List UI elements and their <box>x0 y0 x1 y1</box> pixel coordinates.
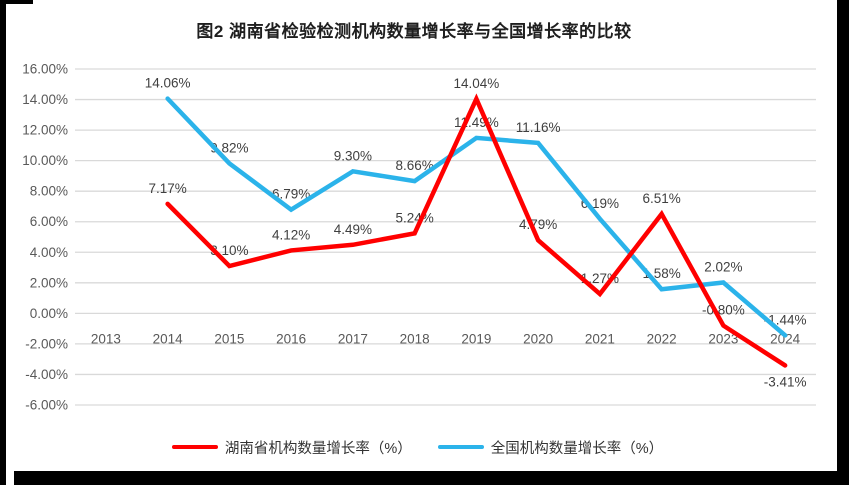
y-tick-label: 2.00% <box>30 275 68 290</box>
x-tick-label: 2017 <box>338 331 368 346</box>
data-label: 4.12% <box>272 227 310 242</box>
border-fragment-right <box>837 0 849 485</box>
data-label: 6.51% <box>642 191 680 206</box>
series-line <box>165 96 788 338</box>
data-label: 7.17% <box>148 181 186 196</box>
data-label: 14.04% <box>453 76 499 91</box>
y-tick-label: 8.00% <box>30 184 68 199</box>
x-tick-label: 2020 <box>523 331 553 346</box>
data-label: 4.49% <box>334 222 372 237</box>
national-line-swatch <box>437 445 484 449</box>
national-legend-label: 全国机构数量增长率（%） <box>490 440 664 457</box>
data-label: 8.66% <box>395 158 433 173</box>
data-label: 4.79% <box>519 217 557 232</box>
y-tick-label: 16.00% <box>22 62 68 77</box>
data-label: -3.41% <box>764 374 807 389</box>
x-tick-label: 2014 <box>153 331 184 346</box>
y-tick-label: 14.00% <box>22 92 68 107</box>
legend-item-hunan: 湖南省机构数量增长率（%） <box>171 437 412 458</box>
border-fragment-left <box>0 0 6 485</box>
chart-title: 图2 湖南省检验检测机构数量增长率与全国增长率的比较 <box>196 22 632 41</box>
border-fragment-bottom <box>14 471 849 485</box>
x-tick-label: 2021 <box>585 331 615 346</box>
y-tick-label: 12.00% <box>22 123 68 138</box>
y-tick-label: 0.00% <box>30 306 68 321</box>
y-tick-label: -4.00% <box>25 367 68 382</box>
chart-legend: 湖南省机构数量增长率（%） 全国机构数量增长率（%） <box>0 433 835 461</box>
data-label: 11.49% <box>454 115 499 130</box>
data-label: 11.16% <box>516 120 561 135</box>
y-tick-label: 4.00% <box>30 245 68 260</box>
data-label: 9.30% <box>334 148 372 163</box>
x-tick-label: 2022 <box>647 331 677 346</box>
data-label: 14.06% <box>145 76 191 91</box>
x-tick-label: 2018 <box>400 331 430 346</box>
hunan-legend-label: 湖南省机构数量增长率（%） <box>224 440 412 457</box>
hunan-line-swatch <box>171 445 218 449</box>
border-fragment-top <box>0 0 33 4</box>
y-tick-label: 10.00% <box>22 153 68 168</box>
data-label: 6.79% <box>272 187 310 202</box>
data-label: 2.02% <box>704 260 742 275</box>
series-line <box>165 93 788 368</box>
x-tick-label: 2015 <box>214 331 244 346</box>
data-label: 5.24% <box>395 210 433 225</box>
x-tick-label: 2024 <box>770 331 801 346</box>
y-tick-label: 6.00% <box>30 214 68 229</box>
data-label: -0.80% <box>702 303 745 318</box>
y-tick-label: -2.00% <box>25 336 68 351</box>
x-tick-label: 2016 <box>276 331 306 346</box>
x-tick-label: 2013 <box>91 331 121 346</box>
legend-item-national: 全国机构数量增长率（%） <box>437 437 664 458</box>
x-tick-label: 2019 <box>461 331 491 346</box>
x-tick-label: 2023 <box>708 331 738 346</box>
y-tick-label: -6.00% <box>25 398 68 413</box>
